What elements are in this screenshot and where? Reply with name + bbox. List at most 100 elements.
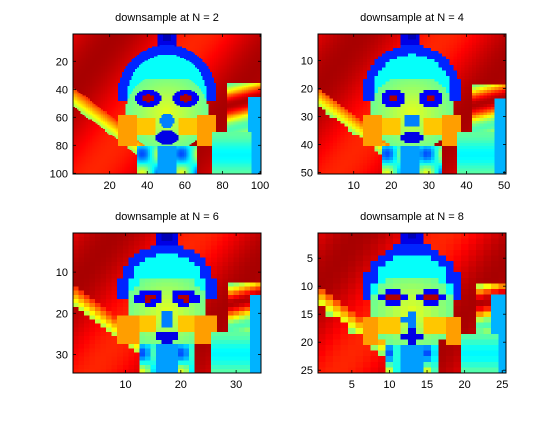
heatmap-cell — [86, 70, 89, 73]
heatmap-cell — [189, 41, 192, 43]
heatmap-cell — [125, 66, 128, 68]
heatmap-cell — [170, 70, 173, 73]
heatmap-cell — [257, 57, 260, 60]
heatmap-cell — [198, 73, 202, 75]
heatmap-cell — [157, 50, 160, 53]
heatmap-cell — [223, 74, 226, 77]
heatmap-cell — [131, 94, 134, 96]
heatmap-cell — [91, 102, 95, 105]
heatmap-cell — [189, 66, 192, 68]
heatmap-cell — [259, 90, 262, 92]
heatmap-cell — [229, 49, 232, 52]
heatmap-cell — [73, 99, 76, 102]
heatmap-cell — [259, 67, 262, 70]
heatmap-cell — [104, 57, 108, 60]
heatmap-cell — [187, 35, 190, 38]
heatmap-cell — [97, 85, 100, 88]
heatmap-cell — [93, 84, 96, 87]
heatmap-cell — [103, 55, 106, 57]
heatmap-cell — [214, 41, 217, 43]
heatmap-cell — [129, 98, 132, 101]
heatmap-cell — [127, 73, 130, 75]
heatmap-cell — [178, 81, 181, 84]
heatmap-cell — [99, 78, 102, 81]
heatmap-cell — [142, 62, 145, 64]
heatmap-cell — [229, 88, 232, 91]
heatmap-cell — [123, 88, 126, 91]
heatmap-cell — [129, 36, 132, 39]
heatmap-cell — [165, 60, 168, 63]
heatmap-cell — [251, 64, 254, 67]
heatmap-cell — [244, 46, 247, 49]
heatmap-cell — [242, 70, 245, 73]
heatmap-cell — [200, 95, 204, 98]
heatmap-cell — [255, 45, 258, 47]
heatmap-cell — [108, 95, 111, 98]
heatmap-cell — [168, 95, 172, 98]
heatmap-cell — [99, 63, 102, 66]
heatmap-cell — [244, 52, 247, 54]
heatmap-cell — [161, 60, 164, 63]
heatmap-cell — [219, 38, 222, 40]
heatmap-cell — [108, 70, 111, 73]
heatmap-cell — [214, 84, 217, 87]
heatmap-cell — [253, 73, 256, 75]
heatmap-cell — [127, 62, 130, 64]
heatmap-cell — [114, 91, 117, 94]
heatmap-cell — [242, 53, 245, 56]
heatmap-cell — [198, 52, 202, 54]
heatmap-cell — [198, 67, 202, 70]
heatmap-cell — [86, 80, 89, 82]
heatmap-cell — [168, 92, 172, 95]
heatmap-cell — [178, 83, 181, 85]
heatmap-cell — [80, 34, 83, 36]
heatmap-cell — [215, 46, 219, 49]
heatmap-cell — [183, 59, 187, 61]
heatmap-cell — [86, 92, 89, 95]
heatmap-cell — [116, 48, 119, 50]
heatmap-cell — [103, 71, 106, 74]
heatmap-cell — [136, 52, 140, 54]
heatmap-cell — [136, 73, 140, 75]
heatmap-cell — [208, 88, 211, 91]
heatmap-cell — [95, 87, 98, 89]
heatmap-cell — [108, 36, 111, 39]
heatmap-cell — [251, 94, 254, 96]
heatmap-cell — [88, 59, 91, 61]
heatmap-cell — [159, 64, 162, 67]
heatmap-cell — [178, 57, 181, 60]
heatmap-cell — [104, 53, 108, 56]
heatmap-cell — [202, 35, 205, 38]
heatmap-cell — [176, 66, 179, 68]
heatmap-cell — [187, 91, 190, 94]
heatmap-cell — [247, 88, 251, 91]
heatmap-cell — [229, 81, 232, 84]
heatmap-cell — [206, 43, 209, 46]
heatmap-cell — [110, 84, 113, 87]
heatmap-cell — [178, 98, 181, 101]
heatmap-cell — [225, 91, 228, 94]
heatmap-cell — [138, 48, 142, 50]
heatmap-cell — [159, 90, 162, 92]
heatmap-cell — [142, 41, 145, 43]
heatmap-cell — [133, 62, 136, 64]
heatmap-cell — [198, 41, 202, 43]
heatmap-cell — [229, 52, 232, 54]
heatmap-cell — [189, 55, 192, 57]
heatmap-cell — [202, 102, 205, 105]
heatmap-cell — [185, 64, 189, 67]
heatmap-cell — [176, 62, 179, 64]
heatmap-cell — [197, 60, 200, 63]
heatmap-cell — [259, 80, 262, 82]
heatmap-cell — [161, 49, 164, 52]
heatmap-cell — [221, 62, 224, 64]
heatmap-cell — [183, 77, 187, 80]
heatmap-cell — [131, 102, 134, 105]
heatmap-cell — [88, 74, 91, 77]
heatmap-cell — [206, 50, 209, 53]
heatmap-cell — [174, 85, 177, 88]
heatmap-cell — [232, 63, 236, 66]
heatmap-cell — [148, 62, 151, 64]
heatmap-cell — [161, 48, 164, 50]
heatmap-cell — [131, 46, 134, 49]
